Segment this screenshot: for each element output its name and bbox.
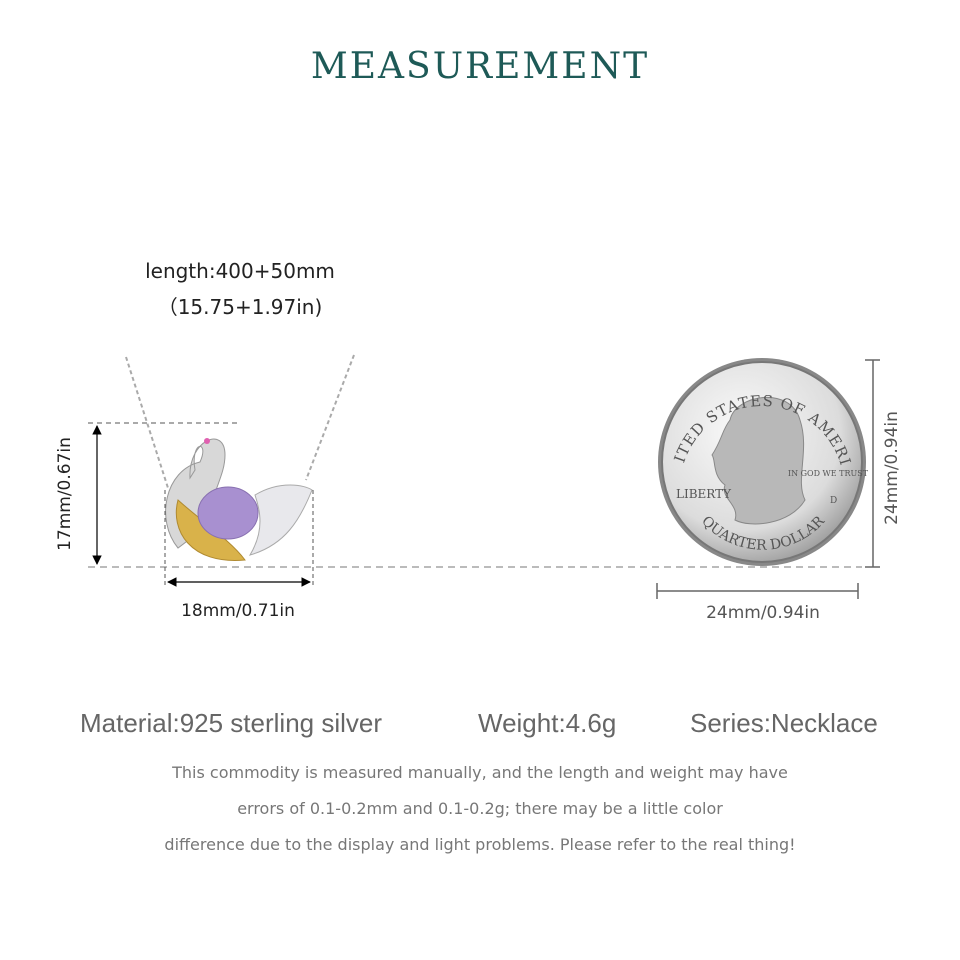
- coin-width-label: 24mm/0.94in: [706, 603, 820, 623]
- swan-pendant-image: [165, 438, 313, 561]
- coin-lettering-liberty: LIBERTY: [676, 487, 732, 501]
- series-spec: Series:Necklace: [690, 708, 878, 738]
- chain-length-label: length:400+50mm: [145, 259, 335, 283]
- coin-mint-mark: D: [830, 496, 837, 506]
- disclaimer-line: difference due to the display and light …: [164, 835, 796, 854]
- coin-lettering-motto: IN GOD WE TRUST: [788, 469, 869, 478]
- disclaimer-line: This commodity is measured manually, and…: [172, 763, 788, 782]
- coin-height-label: 24mm/0.94in: [882, 411, 902, 525]
- page-title: MEASUREMENT: [310, 46, 650, 87]
- weight-spec: Weight:4.6g: [478, 708, 617, 738]
- quarter-coin-image: UNITED STATES OF AMERICA QUARTER DOLLAR …: [0, 0, 869, 566]
- pendant-width-label: 18mm/0.71in: [181, 601, 295, 621]
- disclaimer-line: errors of 0.1-0.2mm and 0.1-0.2g; there …: [237, 799, 723, 818]
- material-spec: Material:925 sterling silver: [80, 708, 383, 738]
- chain-length-inches-label: （15.75+1.97in): [157, 295, 323, 319]
- necklace-chain: [125, 354, 355, 489]
- pendant-height-label: 17mm/0.67in: [55, 437, 75, 551]
